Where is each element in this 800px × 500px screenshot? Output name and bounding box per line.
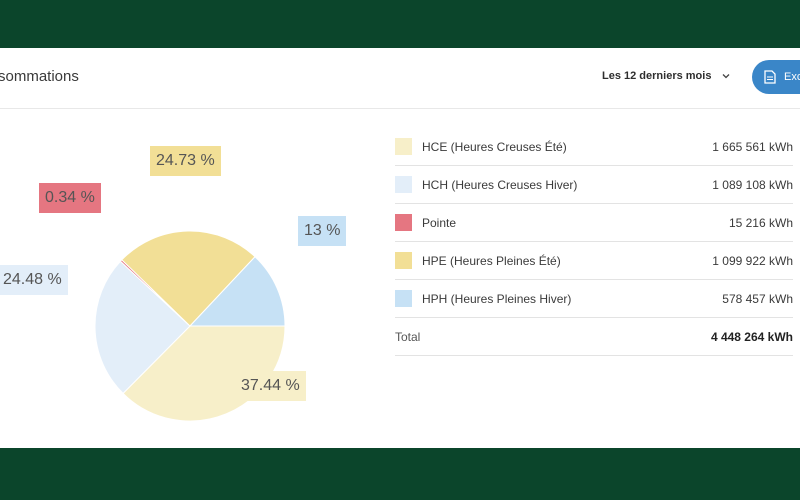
legend-swatch-pointe	[395, 214, 412, 231]
chevron-down-icon	[722, 74, 730, 79]
legend-swatch-hce	[395, 138, 412, 155]
export-label: Exc	[784, 71, 800, 83]
legend-swatch-hch	[395, 176, 412, 193]
pie-chart: 24.73 % 0.34 % 13 % 24.48 % 37.44 %	[0, 108, 390, 448]
slice-hch[interactable]	[94, 260, 191, 395]
legend-value: 1 099 922 kWh	[712, 253, 793, 268]
pie-label-hch: 24.48 %	[0, 265, 68, 295]
legend-value: 15 216 kWh	[728, 215, 793, 230]
legend-name: HPE (Heures Pleines Été)	[422, 253, 561, 268]
period-label: Les 12 derniers mois	[602, 70, 712, 82]
page-title: sommations	[0, 68, 79, 85]
legend-row-hce: HCE (Heures Creuses Été) 1 665 561 kWh	[395, 128, 793, 166]
legend-value: 1 089 108 kWh	[712, 177, 793, 192]
legend-row-hph: HPH (Heures Pleines Hiver) 578 457 kWh	[395, 280, 793, 318]
legend-name: Pointe	[422, 215, 457, 230]
slice-hpe[interactable]	[121, 230, 256, 327]
legend-name: HCH (Heures Creuses Hiver)	[422, 177, 578, 192]
document-icon	[764, 70, 776, 84]
legend-row-hch: HCH (Heures Creuses Hiver) 1 089 108 kWh	[395, 166, 793, 204]
legend-value: 578 457 kWh	[722, 291, 793, 306]
total-label: Total	[395, 329, 421, 344]
consumption-card: sommations Les 12 derniers mois Exc 24.7…	[0, 48, 800, 448]
slice-hph[interactable]	[188, 256, 286, 327]
legend-row-hpe: HPE (Heures Pleines Été) 1 099 922 kWh	[395, 242, 793, 280]
pie-label-pointe: 0.34 %	[39, 183, 101, 213]
legend-row-total: Total 4 448 264 kWh	[395, 318, 793, 356]
legend-name: HCE (Heures Creuses Été)	[422, 139, 567, 154]
pie-label-hpe: 24.73 %	[150, 146, 221, 176]
legend-swatch-hpe	[395, 252, 412, 269]
total-value: 4 448 264 kWh	[710, 329, 793, 344]
pie-label-hph: 13 %	[298, 216, 347, 246]
period-dropdown[interactable]: Les 12 derniers mois	[602, 70, 731, 82]
legend-name: HPH (Heures Pleines Hiver)	[422, 291, 572, 306]
card-header: sommations Les 12 derniers mois Exc	[0, 48, 800, 109]
legend-table: HCE (Heures Creuses Été) 1 665 561 kWh H…	[395, 128, 793, 356]
legend-swatch-hph	[395, 290, 412, 307]
legend-row-pointe: Pointe 15 216 kWh	[395, 204, 793, 242]
pie-label-hce: 37.44 %	[235, 371, 306, 401]
export-button[interactable]: Exc	[752, 60, 800, 94]
legend-value: 1 665 561 kWh	[712, 139, 793, 154]
